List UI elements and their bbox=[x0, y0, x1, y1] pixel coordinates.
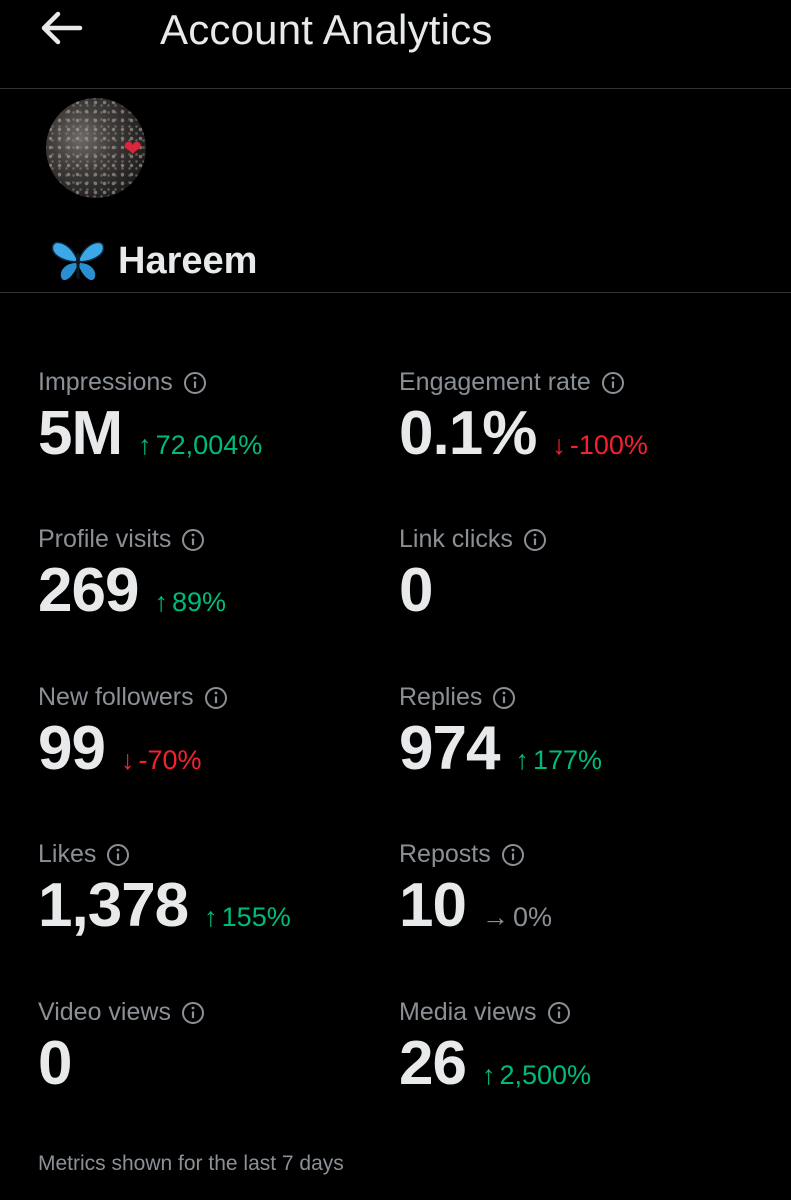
top-bar: Account Analytics bbox=[0, 0, 791, 88]
metric-profile-visits: Profile visits 269 ↑ 89% bbox=[38, 525, 398, 665]
metric-replies: Replies 974 ↑ 177% bbox=[399, 683, 759, 823]
metric-label: Replies bbox=[399, 683, 516, 712]
metric-value-row: 10 → 0% bbox=[399, 870, 552, 941]
metric-label: Reposts bbox=[399, 840, 525, 869]
metric-change: ↑ 155% bbox=[204, 902, 291, 933]
metric-change-value: -70% bbox=[138, 745, 202, 775]
metric-value: 269 bbox=[38, 556, 139, 625]
metric-label: New followers bbox=[38, 683, 228, 712]
metric-value-row: 974 ↑ 177% bbox=[399, 713, 602, 784]
info-icon[interactable] bbox=[181, 528, 205, 552]
metric-label-text: Likes bbox=[38, 840, 97, 868]
metric-change-value: 177% bbox=[532, 745, 603, 775]
metric-value-row: 1,378 ↑ 155% bbox=[38, 870, 291, 941]
back-button[interactable] bbox=[36, 6, 90, 52]
info-icon[interactable] bbox=[501, 843, 525, 867]
metric-value: 0 bbox=[399, 556, 433, 625]
arrow-down-icon: ↓ bbox=[552, 430, 566, 460]
metric-value: 974 bbox=[399, 714, 500, 783]
metric-value-row: 0 bbox=[38, 1028, 72, 1099]
metric-change: ↓ -100% bbox=[552, 430, 648, 461]
metric-impressions: Impressions 5M ↑ 72,004% bbox=[38, 368, 398, 508]
metric-change-value: 0% bbox=[512, 902, 552, 932]
arrow-up-icon: ↑ bbox=[204, 902, 218, 932]
metric-label: Profile visits bbox=[38, 525, 205, 554]
metric-change: ↑ 89% bbox=[154, 587, 226, 618]
arrow-up-icon: ↑ bbox=[481, 1060, 496, 1090]
metric-change-value: -100% bbox=[569, 430, 648, 460]
metric-value: 0 bbox=[38, 1029, 72, 1098]
metric-label: Video views bbox=[38, 998, 205, 1027]
metric-change-value: 155% bbox=[221, 902, 291, 932]
metric-change-value: 89% bbox=[171, 587, 226, 617]
metric-change: ↓ -70% bbox=[121, 745, 202, 776]
metric-label-text: Profile visits bbox=[38, 525, 172, 553]
info-icon[interactable] bbox=[106, 843, 130, 867]
metric-label: Media views bbox=[399, 998, 571, 1027]
arrow-down-icon: ↓ bbox=[120, 745, 135, 775]
metric-label-text: Media views bbox=[399, 998, 537, 1026]
metric-label-text: Video views bbox=[38, 998, 171, 1026]
header-divider bbox=[0, 88, 791, 89]
avatar-pattern bbox=[46, 98, 146, 198]
metric-label-text: Impressions bbox=[38, 368, 173, 396]
metric-link-clicks: Link clicks 0 bbox=[399, 525, 759, 665]
metric-value: 5M bbox=[38, 399, 123, 468]
metric-value: 99 bbox=[38, 714, 106, 783]
arrow-right-icon: → bbox=[481, 902, 509, 932]
metric-engagement-rate: Engagement rate 0.1% ↓ -100% bbox=[399, 368, 759, 508]
page-title: Account Analytics bbox=[160, 6, 493, 53]
profile-divider bbox=[0, 292, 791, 293]
metric-media-views: Media views 26 ↑ 2,500% bbox=[399, 998, 759, 1138]
metric-likes: Likes 1,378 ↑ 155% bbox=[38, 840, 398, 980]
metric-label: Link clicks bbox=[399, 525, 547, 554]
metric-label: Likes bbox=[38, 840, 130, 869]
metric-value: 1,378 bbox=[38, 871, 189, 940]
display-name: Hareem bbox=[118, 239, 258, 282]
metrics-footnote: Metrics shown for the last 7 days bbox=[38, 1152, 344, 1175]
metric-value-row: 26 ↑ 2,500% bbox=[399, 1028, 591, 1099]
butterfly-icon bbox=[51, 241, 105, 281]
info-icon[interactable] bbox=[547, 1001, 571, 1025]
metric-label-text: New followers bbox=[38, 683, 194, 711]
heart-icon: ❤ bbox=[123, 136, 142, 161]
metric-value-row: 99 ↓ -70% bbox=[38, 713, 202, 784]
metric-value-row: 0.1% ↓ -100% bbox=[399, 398, 648, 469]
info-icon[interactable] bbox=[492, 686, 516, 710]
metric-change: ↑ 177% bbox=[515, 745, 602, 776]
metric-value: 10 bbox=[399, 871, 467, 940]
metric-change-value: 2,500% bbox=[499, 1060, 592, 1090]
metric-change: ↑ 72,004% bbox=[138, 430, 262, 461]
metric-label-text: Reposts bbox=[399, 840, 491, 868]
avatar[interactable]: ❤ bbox=[46, 98, 146, 198]
metric-change: ↑ 2,500% bbox=[482, 1060, 591, 1091]
metric-value-row: 0 bbox=[399, 555, 433, 626]
info-icon[interactable] bbox=[183, 371, 207, 395]
info-icon[interactable] bbox=[204, 686, 228, 710]
arrow-left-icon bbox=[41, 11, 83, 45]
metric-change: → 0% bbox=[482, 902, 552, 933]
metric-change-value: 72,004% bbox=[155, 430, 263, 460]
arrow-up-icon: ↑ bbox=[138, 430, 152, 460]
metric-label: Engagement rate bbox=[399, 368, 625, 397]
metric-new-followers: New followers 99 ↓ -70% bbox=[38, 683, 398, 823]
info-icon[interactable] bbox=[181, 1001, 205, 1025]
metric-label-text: Replies bbox=[399, 683, 483, 711]
metric-reposts: Reposts 10 → 0% bbox=[399, 840, 759, 980]
arrow-up-icon: ↑ bbox=[154, 587, 168, 617]
metric-value: 26 bbox=[399, 1029, 467, 1098]
metric-label-text: Engagement rate bbox=[399, 368, 591, 396]
metric-video-views: Video views 0 bbox=[38, 998, 398, 1138]
info-icon[interactable] bbox=[523, 528, 547, 552]
metric-value-row: 5M ↑ 72,004% bbox=[38, 398, 262, 469]
metric-label: Impressions bbox=[38, 368, 207, 397]
metric-value-row: 269 ↑ 89% bbox=[38, 555, 226, 626]
profile-name-row: Hareem bbox=[50, 236, 257, 286]
arrow-up-icon: ↑ bbox=[515, 745, 529, 775]
metric-value: 0.1% bbox=[399, 399, 537, 468]
metric-label-text: Link clicks bbox=[399, 525, 513, 553]
info-icon[interactable] bbox=[601, 371, 625, 395]
